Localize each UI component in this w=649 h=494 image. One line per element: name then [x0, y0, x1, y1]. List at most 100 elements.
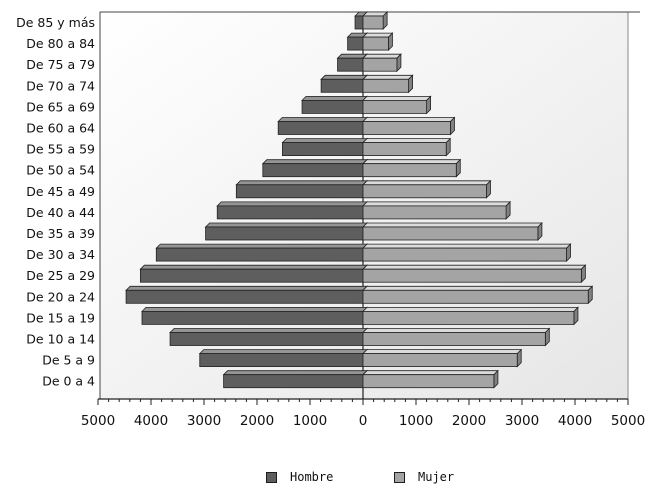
category-label: De 0 a 4 — [42, 374, 95, 389]
bar-hombre — [320, 74, 368, 94]
bar-front-face — [320, 78, 364, 93]
bar-top-face — [362, 96, 432, 101]
bar-front-face — [223, 374, 364, 389]
category-label: De 50 a 54 — [26, 163, 95, 178]
bar-top-face — [261, 159, 368, 165]
x-tick-label: 2000 — [452, 413, 486, 429]
bar-mujer — [362, 327, 551, 347]
bar-mujer — [362, 74, 414, 94]
bar-front-face — [337, 57, 364, 72]
bar-top-face — [320, 74, 368, 80]
x-tick-label: 0 — [359, 413, 368, 429]
bar-front-face — [262, 163, 364, 178]
category-label: De 30 a 34 — [26, 247, 95, 262]
bar-front-face — [362, 374, 495, 389]
bar-front-face — [354, 15, 364, 30]
bar-front-face — [141, 310, 364, 325]
bar-top-face — [169, 328, 368, 333]
bar-hombre — [204, 222, 368, 241]
x-tick-label: 5000 — [611, 413, 645, 429]
legend-item-hombre: Hombre — [266, 470, 333, 484]
bar-top-face — [362, 201, 512, 207]
bar-mujer — [362, 200, 512, 220]
bar-top-face — [362, 264, 587, 270]
bar-front-face — [169, 332, 364, 346]
bar-front-face — [362, 163, 457, 178]
bar-front-face — [362, 353, 518, 368]
bar-front-face — [362, 184, 487, 199]
bar-front-face — [139, 268, 364, 283]
category-label: De 85 y más — [16, 15, 95, 30]
bar-front-face — [362, 226, 539, 241]
bar-top-face — [362, 117, 456, 122]
bar-mujer — [362, 11, 389, 30]
bar-top-face — [277, 117, 368, 122]
bar-hombre — [235, 179, 368, 199]
bar-hombre — [141, 306, 368, 326]
bar-top-face — [362, 180, 492, 186]
bar-mujer — [362, 32, 394, 52]
bar-mujer — [362, 285, 594, 305]
category-label: De 25 a 29 — [26, 268, 95, 283]
category-label: De 75 a 79 — [26, 57, 95, 72]
x-tick-label: 1000 — [293, 413, 327, 429]
x-tick-label: 4000 — [558, 413, 592, 429]
category-label: De 45 a 49 — [26, 184, 95, 199]
x-tick-label: 3000 — [187, 413, 221, 429]
bar-front-face — [362, 100, 427, 114]
bar-front-face — [362, 78, 409, 93]
bar-top-face — [336, 53, 368, 59]
bar-hombre — [281, 137, 368, 157]
bar-front-face — [155, 247, 364, 262]
bar-top-face — [362, 370, 499, 376]
bar-hombre — [125, 285, 368, 305]
category-label: De 65 a 69 — [26, 99, 95, 114]
bar-top-face — [198, 349, 368, 355]
bar-top-face — [362, 53, 402, 59]
bar-mujer — [362, 53, 402, 73]
bar-front-face — [205, 226, 364, 241]
bar-top-face — [204, 222, 368, 228]
category-label: De 40 a 44 — [26, 205, 95, 220]
bar-top-face — [362, 159, 462, 165]
bar-front-face — [199, 353, 364, 368]
legend-swatch-mujer — [394, 471, 405, 483]
bar-hombre — [301, 95, 368, 115]
bar-front-face — [282, 142, 364, 157]
bar-top-face — [362, 349, 523, 355]
category-label: De 35 a 39 — [26, 226, 95, 241]
bar-front-face — [362, 247, 567, 262]
legend-swatch-hombre — [266, 471, 277, 483]
bar-top-face — [301, 96, 368, 101]
bar-front-face — [347, 36, 364, 51]
bar-front-face — [125, 289, 364, 304]
bar-hombre — [198, 348, 368, 368]
x-tick-label: 1000 — [399, 413, 433, 429]
bar-hombre — [139, 264, 368, 284]
bar-hombre — [261, 158, 368, 178]
bar-mujer — [362, 158, 462, 178]
bar-mujer — [362, 222, 543, 241]
bar-front-face — [362, 57, 398, 72]
bar-front-face — [362, 36, 389, 51]
bar-hombre — [169, 327, 368, 347]
bar-top-face — [362, 138, 452, 144]
x-tick-label: 3000 — [505, 413, 539, 429]
bar-hombre — [155, 243, 368, 263]
bar-hombre — [222, 369, 368, 389]
bar-mujer — [362, 137, 452, 157]
bar-front-face — [301, 100, 364, 114]
x-tick-label: 4000 — [134, 413, 168, 429]
category-label: De 15 a 19 — [26, 310, 95, 325]
bar-mujer — [362, 264, 587, 284]
bar-mujer — [362, 369, 499, 389]
bar-top-face — [362, 328, 551, 333]
legend-label-hombre: Hombre — [290, 470, 334, 484]
bar-top-face — [141, 306, 368, 312]
bar-top-face — [362, 285, 594, 291]
bar-top-face — [125, 285, 368, 291]
bar-top-face — [362, 74, 414, 80]
bar-front-face — [216, 205, 364, 220]
category-label: De 70 a 74 — [26, 78, 95, 93]
